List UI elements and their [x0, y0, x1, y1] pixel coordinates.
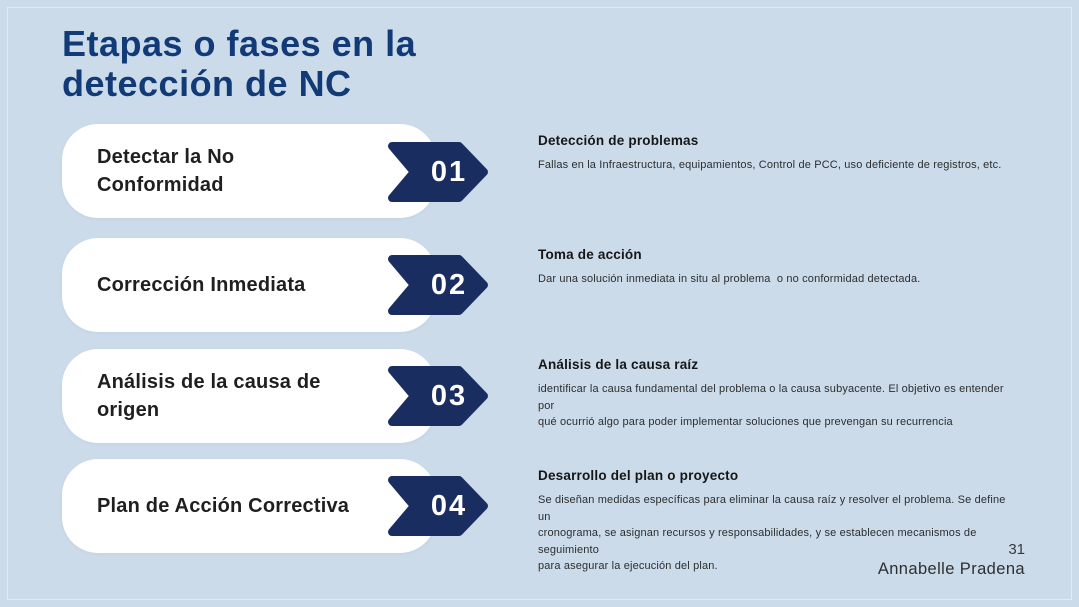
- step-number: 01: [430, 155, 468, 188]
- step-number: 04: [430, 489, 468, 522]
- step-label: Detectar la No Conformidad: [97, 146, 235, 196]
- page-number: 31: [1008, 541, 1025, 558]
- step-number-badge-2: 02: [388, 255, 488, 315]
- step-number-badge-3: 03: [388, 366, 488, 426]
- step-label: Análisis de la causa de origen: [97, 371, 321, 421]
- arrow-badge-icon: [388, 476, 488, 536]
- step-detail-4: Desarrollo del plan o proyecto Se diseña…: [538, 468, 1020, 575]
- slide-footer: 31 Annabelle Pradena: [878, 541, 1025, 579]
- step-detail-3: Análisis de la causa raíz identificar la…: [538, 357, 1020, 431]
- step-number-badge-4: 04: [388, 476, 488, 536]
- detail-body: identificar la causa fundamental del pro…: [538, 383, 1004, 428]
- detail-body: Dar una solución inmediata in situ al pr…: [538, 273, 921, 285]
- step-number: 02: [430, 268, 468, 301]
- step-pill-2: Corrección Inmediata: [62, 238, 436, 332]
- author-name: Annabelle Pradena: [877, 560, 1025, 578]
- step-pill-3: Análisis de la causa de origen: [62, 349, 436, 443]
- detail-heading: Detección de problemas: [538, 133, 699, 148]
- detail-body: Se diseñan medidas específicas para elim…: [538, 494, 1006, 572]
- step-pill-4: Plan de Acción Correctiva: [62, 459, 436, 553]
- detail-heading: Análisis de la causa raíz: [538, 357, 699, 372]
- detail-heading: Toma de acción: [538, 247, 642, 262]
- step-detail-2: Toma de acción Dar una solución inmediat…: [538, 247, 1020, 288]
- step-pill-1: Detectar la No Conformidad: [62, 124, 436, 218]
- arrow-badge-icon: [388, 255, 488, 315]
- step-number: 03: [430, 379, 468, 412]
- page-title: Etapas o fases en la detección de NC: [62, 23, 417, 104]
- detail-body: Fallas en la Infraestructura, equipamien…: [538, 159, 1002, 171]
- step-number-badge-1: 01: [388, 142, 488, 202]
- step-label: Corrección Inmediata: [97, 274, 306, 296]
- arrow-badge-icon: [388, 366, 488, 426]
- arrow-badge-icon: [388, 142, 488, 202]
- step-label: Plan de Acción Correctiva: [97, 495, 350, 517]
- step-detail-1: Detección de problemas Fallas en la Infr…: [538, 133, 1020, 174]
- detail-heading: Desarrollo del plan o proyecto: [538, 468, 739, 483]
